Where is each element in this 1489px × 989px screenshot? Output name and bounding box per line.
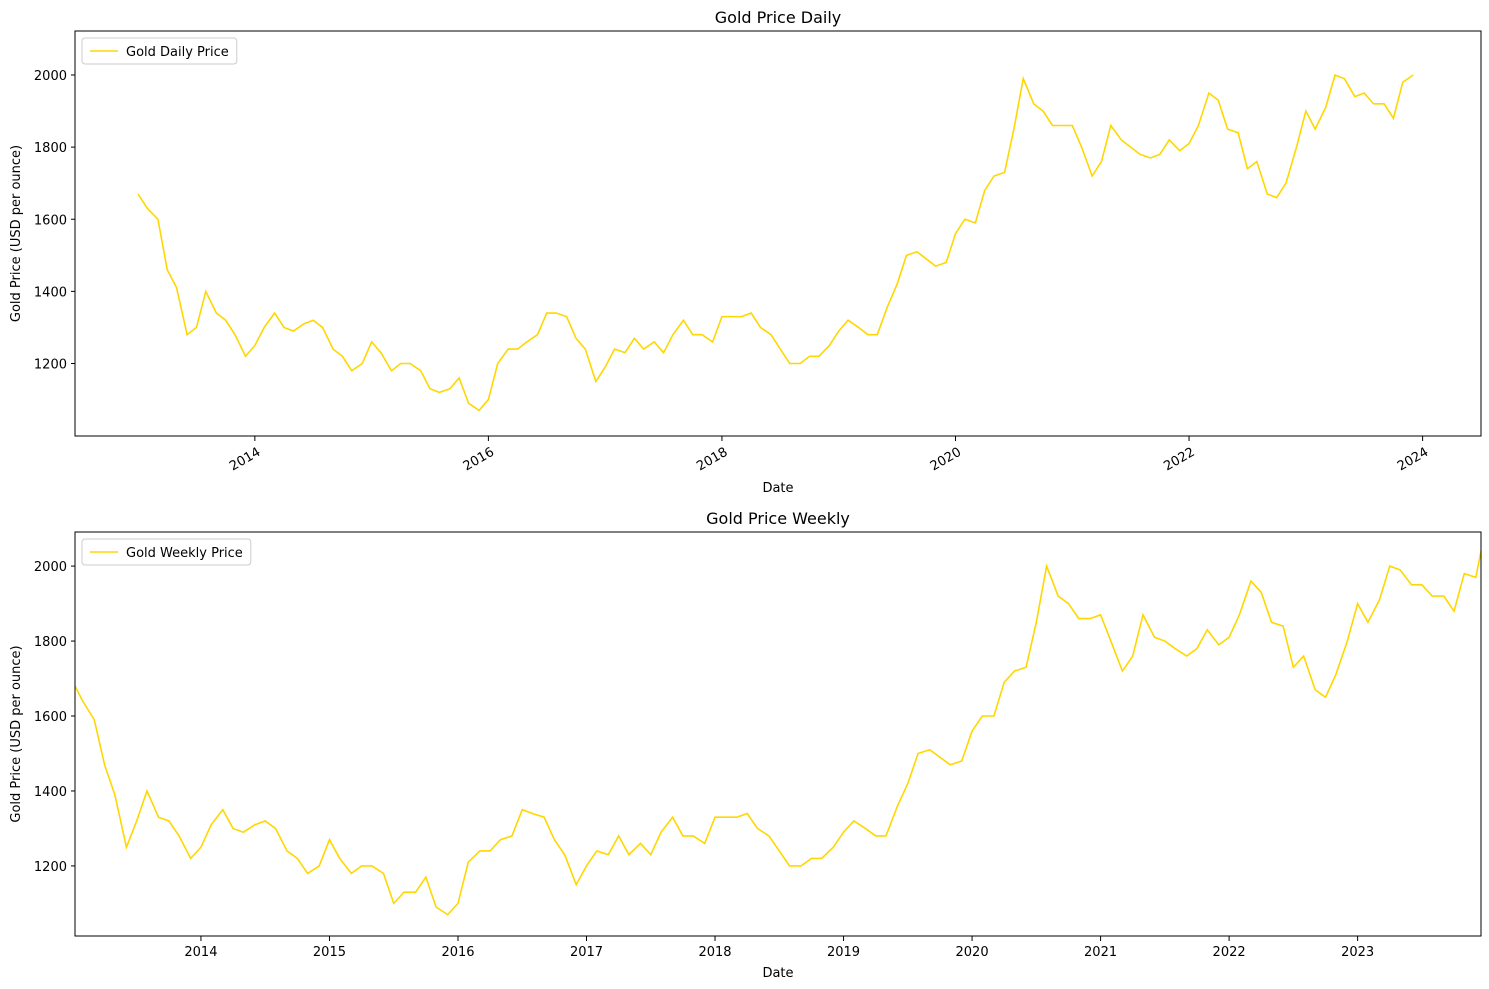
x-tick-label: 2018 [694,445,730,475]
y-tick-label: 1400 [34,285,67,300]
legend-label: Gold Weekly Price [126,546,243,561]
y-axis-label: Gold Price (USD per ounce) [9,145,24,322]
y-tick-label: 1200 [34,358,67,373]
x-tick-label: 2022 [1213,945,1246,960]
x-tick-label: 2017 [570,945,603,960]
x-tick-label: 2022 [1161,445,1197,475]
x-tick-label: 2019 [827,945,860,960]
chart-title: Gold Price Daily [715,8,841,27]
x-tick-label: 2014 [227,445,263,475]
y-tick-label: 1200 [34,860,67,875]
x-tick-label: 2016 [441,945,474,960]
x-tick-label: 2015 [313,945,346,960]
y-tick-label: 2000 [34,560,67,575]
x-axis-label: Date [762,481,793,496]
x-tick-label: 2023 [1341,945,1374,960]
x-tick-label: 2020 [956,945,989,960]
y-tick-label: 2000 [34,69,67,84]
x-axis-label: Date [762,966,793,981]
plot-area [137,73,1414,412]
x-tick-label: 2018 [698,945,731,960]
x-tick-label: 2021 [1084,945,1117,960]
y-tick-label: 1600 [34,710,67,725]
axes-frame [74,30,1482,437]
legend-label: Gold Daily Price [126,45,229,60]
x-tick-label: 2020 [928,445,964,475]
y-tick-label: 1800 [34,635,67,650]
chart-title: Gold Price Weekly [706,509,850,528]
legend-box [81,538,252,566]
legend-box [81,37,238,65]
x-tick-label: 2024 [1395,445,1431,475]
legend: Gold Daily Price [81,37,238,65]
price-line [137,73,1414,412]
y-axis-label: Gold Price (USD per ounce) [9,645,24,822]
plot-area [75,550,1481,916]
legend: Gold Weekly Price [81,538,252,566]
y-tick-label: 1600 [34,213,67,228]
price-line [75,550,1481,916]
y-tick-label: 1800 [34,141,67,156]
y-tick-label: 1400 [34,785,67,800]
x-tick-label: 2014 [184,945,217,960]
x-tick-label: 2016 [461,445,497,475]
axes-frame [74,531,1482,937]
